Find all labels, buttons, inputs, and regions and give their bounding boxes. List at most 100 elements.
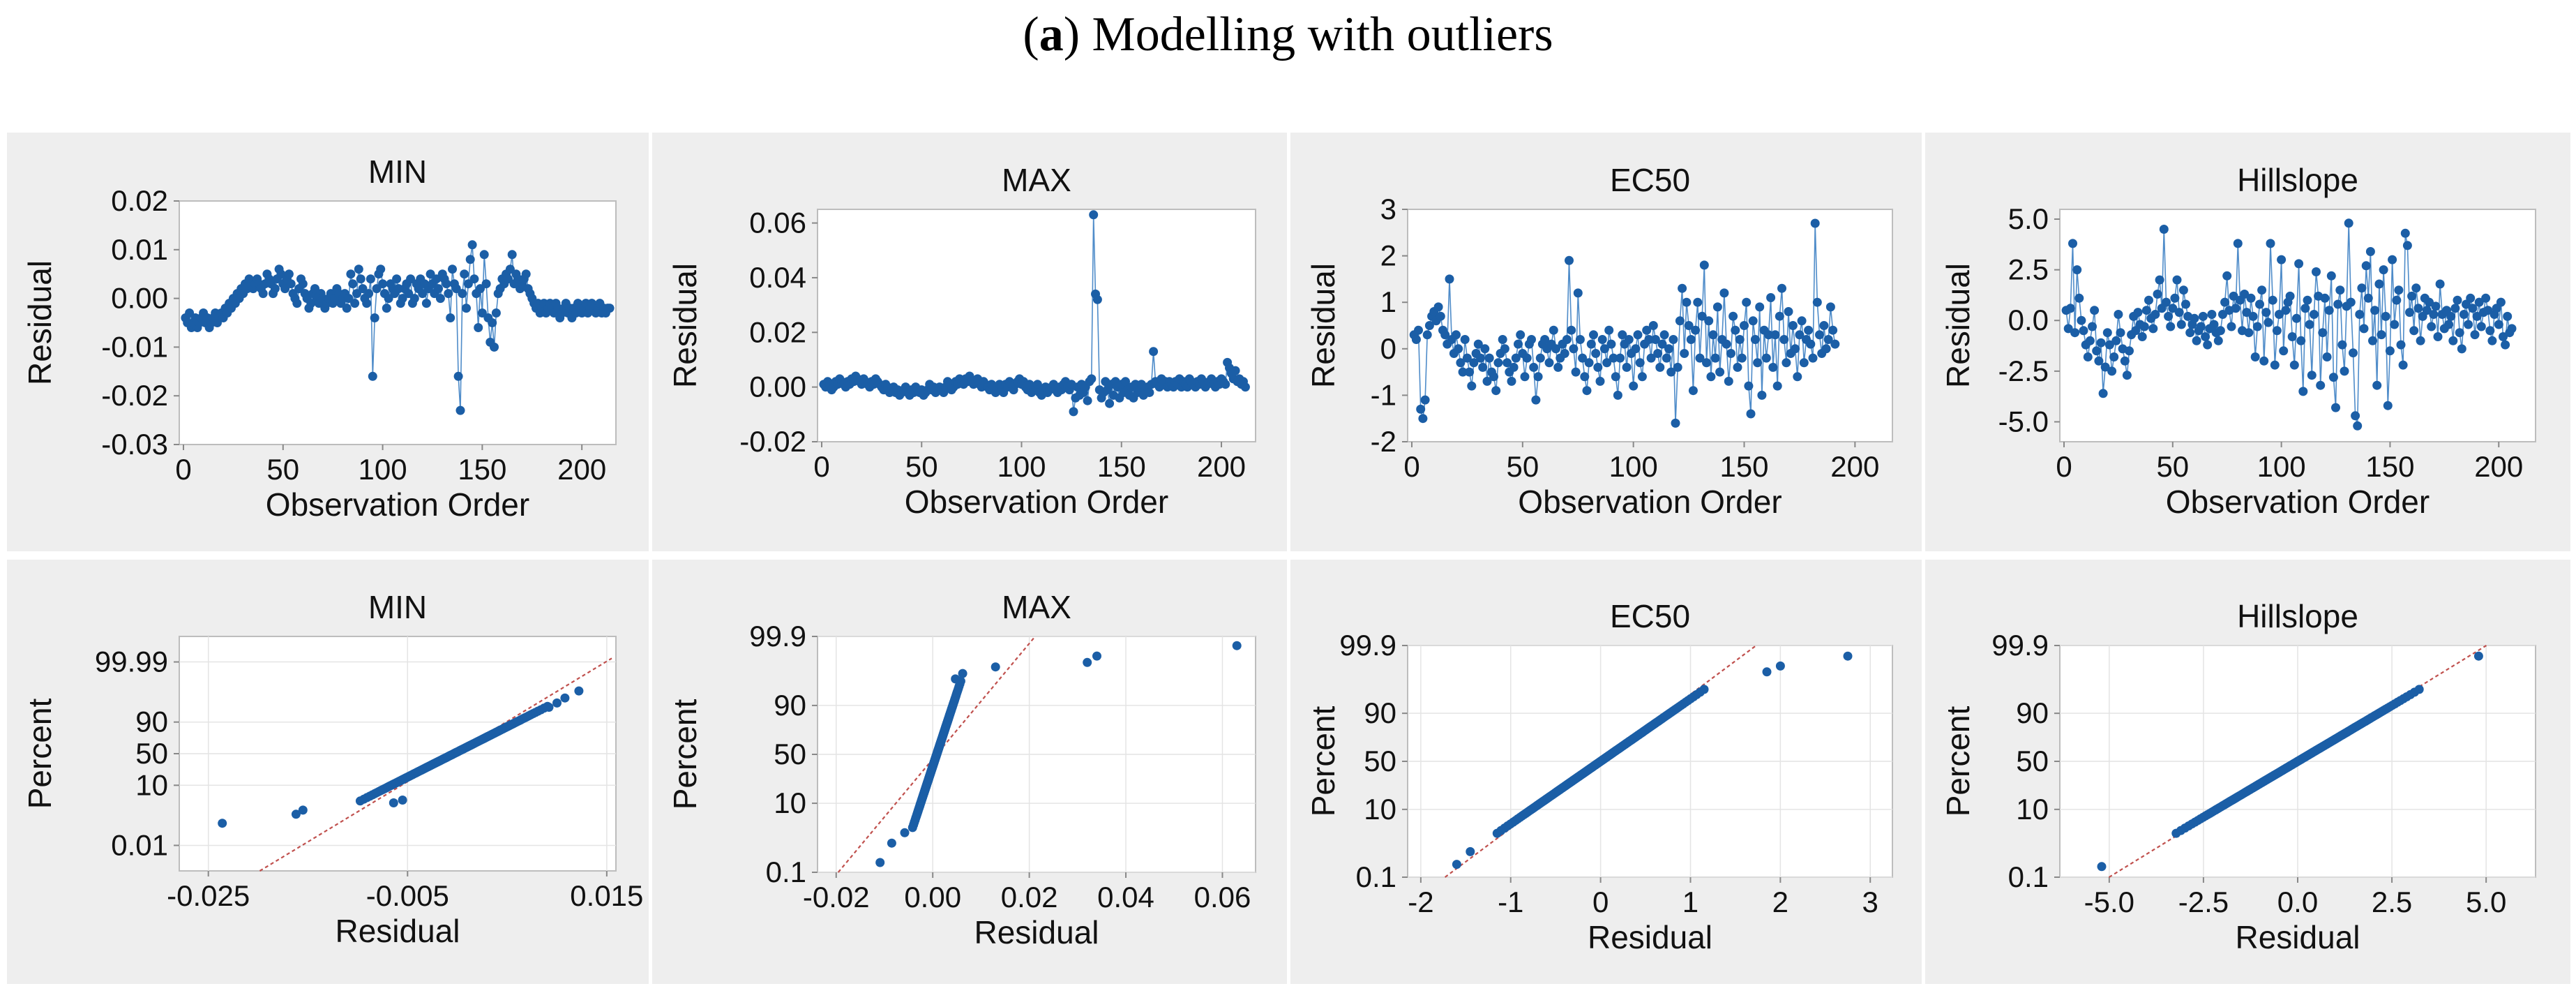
data-point	[2257, 285, 2267, 295]
data-point	[574, 686, 584, 696]
data-point	[1688, 386, 1698, 396]
data-point	[491, 308, 501, 318]
panel-title: Hillslope	[2237, 162, 2358, 198]
data-point	[1653, 349, 1663, 358]
figure-caption: (a) Modelling with outliers	[1023, 8, 1553, 61]
data-point	[2473, 651, 2483, 661]
data-point	[2063, 324, 2073, 334]
data-point	[1697, 311, 1707, 321]
y-tick-label: 0.04	[749, 261, 806, 294]
x-tick-label: 200	[2474, 450, 2523, 483]
panel-title: EC50	[1610, 598, 1690, 634]
y-axis-label: Percent	[1940, 706, 1976, 817]
data-point	[342, 304, 352, 313]
data-point	[1454, 344, 1463, 354]
y-tick-label: 0.0	[2008, 304, 2049, 336]
data-point	[958, 669, 967, 678]
data-point	[1728, 311, 1738, 321]
x-tick-label: 5.0	[2466, 886, 2506, 918]
data-point	[389, 798, 398, 807]
data-point	[1529, 362, 1539, 372]
chart-hillslope-prob: Hillslope -5.0 -2.5 0.0 2.5 5.0 0.1 10 50 90 99.9 R…	[1940, 598, 2536, 955]
data-point	[1424, 321, 1434, 330]
data-point	[2207, 310, 2217, 319]
data-point	[2344, 218, 2353, 228]
x-tick-label: 50	[905, 450, 938, 483]
data-point	[2281, 306, 2291, 315]
data-point	[488, 318, 497, 327]
data-point	[1823, 335, 1833, 344]
data-point	[2114, 310, 2123, 319]
data-point	[1791, 344, 1800, 354]
data-point	[1476, 353, 1485, 363]
data-point	[1806, 339, 1816, 349]
data-point	[2427, 322, 2436, 331]
data-point	[2388, 255, 2397, 264]
data-point	[2381, 311, 2390, 321]
data-point	[2196, 322, 2206, 331]
y-tick-label: 10	[135, 768, 168, 801]
data-point	[2275, 310, 2284, 319]
data-point	[2072, 265, 2082, 275]
data-point	[2294, 259, 2304, 269]
data-point	[2198, 311, 2208, 321]
data-point	[552, 698, 562, 708]
data-point	[2499, 332, 2508, 341]
data-point	[354, 264, 363, 274]
y-tick-label: 50	[774, 738, 806, 770]
data-point	[1540, 335, 1550, 344]
data-point	[1087, 374, 1097, 384]
data-point	[2464, 320, 2473, 329]
data-point	[1535, 353, 1545, 363]
data-point	[368, 371, 377, 381]
data-point	[1715, 367, 1725, 377]
data-point	[2390, 320, 2400, 329]
data-point	[1473, 339, 1483, 349]
data-point	[1788, 321, 1798, 330]
x-tick-label: 100	[2257, 450, 2306, 483]
data-point	[2098, 389, 2108, 398]
data-point	[2090, 306, 2100, 315]
data-point	[1699, 685, 1709, 694]
data-point	[1669, 335, 1678, 344]
y-tick-label: 0.06	[749, 207, 806, 239]
data-point	[2166, 322, 2176, 331]
data-point	[1706, 372, 1716, 382]
data-point	[1757, 390, 1767, 400]
data-point	[1092, 294, 1102, 304]
data-point	[2085, 336, 2095, 345]
data-point	[2326, 271, 2336, 281]
data-point	[2176, 320, 2186, 329]
data-point	[2181, 299, 2190, 309]
data-point	[1511, 353, 1521, 363]
y-tick-label: 0.01	[111, 233, 168, 266]
data-point	[1733, 362, 1742, 372]
data-point	[2209, 320, 2219, 329]
data-point	[2335, 285, 2345, 295]
data-point	[1680, 349, 1689, 358]
data-point	[1804, 325, 1814, 335]
y-tick-label: -2	[1371, 425, 1396, 458]
data-point	[1597, 335, 1607, 344]
data-point	[291, 809, 301, 819]
data-point	[1637, 372, 1647, 382]
x-tick-label: -0.02	[803, 881, 870, 913]
data-point	[1414, 325, 1423, 335]
data-point	[356, 274, 366, 284]
data-point	[481, 279, 491, 289]
x-tick-label: 200	[1830, 450, 1879, 483]
data-point	[1735, 335, 1745, 344]
data-point	[1772, 381, 1782, 391]
data-point	[1702, 358, 1711, 368]
data-point	[2450, 304, 2460, 313]
data-point	[453, 371, 463, 381]
data-point	[2402, 241, 2412, 251]
data-point	[2255, 299, 2264, 309]
data-point	[1618, 330, 1627, 340]
data-point	[1742, 297, 1752, 307]
data-point	[2109, 352, 2119, 361]
data-point	[2168, 304, 2178, 313]
data-point	[310, 284, 319, 294]
data-point	[2270, 360, 2280, 370]
data-point	[479, 250, 489, 260]
